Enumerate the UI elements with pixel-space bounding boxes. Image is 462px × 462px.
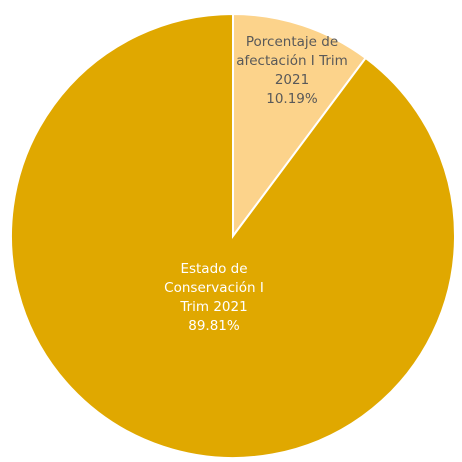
slice-label-line-0-1: afectación I Trim	[236, 53, 348, 69]
pie-slice-0	[232, 12, 368, 240]
slice-label-line-1-0: Estado de	[180, 261, 247, 277]
pie-slice-1	[10, 12, 456, 459]
slice-label-line-0-2: 2021	[275, 72, 309, 88]
slice-value-label-1: 89.81%	[188, 318, 240, 334]
slice-label-1: Estado de Conservación I Trim 2021 89.81%	[164, 261, 264, 334]
slice-label-line-1-2: Trim 2021	[179, 299, 247, 315]
slice-label-0: Porcentaje de afectación I Trim 2021 10.19%	[236, 34, 348, 107]
slice-label-line-0-0: Porcentaje de	[246, 34, 338, 50]
slice-value-label-0: 10.19%	[266, 91, 318, 107]
slice-label-line-1-1: Conservación I	[164, 280, 264, 296]
